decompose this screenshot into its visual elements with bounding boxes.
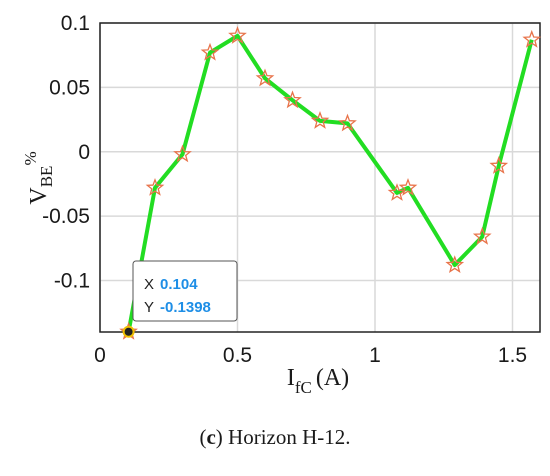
- series-line: [126, 33, 534, 333]
- caption-letter: c: [206, 425, 216, 449]
- x-axis-title: IfC (A): [287, 365, 349, 397]
- x-axis-ticks: 0 0.5 1 1.5: [94, 344, 527, 367]
- data-point: [145, 177, 165, 196]
- datatip-y-row: Y -0.1398: [144, 299, 211, 316]
- x-tick-label: 0: [94, 344, 106, 367]
- y-tick-label: 0.1: [61, 12, 90, 35]
- y-axis-title-unit: %: [21, 151, 40, 165]
- datatip-marker[interactable]: [122, 325, 135, 338]
- y-axis-title-sub: BE: [37, 166, 56, 188]
- y-tick-label: 0: [78, 141, 90, 164]
- data-point: [472, 226, 492, 245]
- data-point: [387, 183, 407, 201]
- data-point: [489, 156, 509, 174]
- x-tick-label: 1.5: [498, 344, 527, 367]
- data-point: [310, 110, 330, 129]
- datatip[interactable]: X 0.104 Y -0.1398: [132, 260, 238, 322]
- y-axis-title-main: V: [26, 187, 52, 205]
- svg-text:VBE%: VBE%: [21, 151, 56, 204]
- datatip-y-key: Y: [144, 299, 154, 316]
- x-tick-label: 0.5: [223, 344, 252, 367]
- y-tick-label: -0.1: [54, 270, 90, 293]
- data-point: [200, 42, 220, 61]
- datatip-x-key: X: [144, 276, 154, 293]
- y-axis-ticks: 0.1 0.05 0 -0.05 -0.1: [42, 12, 90, 293]
- caption-text: Horizon H-12.: [222, 425, 351, 449]
- y-tick-label: -0.05: [42, 205, 90, 228]
- x-axis-title-unit: (A): [316, 365, 349, 391]
- y-axis-title: VBE%: [21, 151, 56, 204]
- data-point: [522, 29, 542, 48]
- x-axis-title-main: I: [287, 365, 295, 391]
- x-axis-title-sub: fC: [295, 378, 312, 397]
- data-point: [338, 113, 357, 132]
- y-tick-label: 0.05: [49, 76, 90, 99]
- data-point: [255, 68, 275, 87]
- data-point: [228, 26, 247, 44]
- datatip-x-row: X 0.104: [144, 276, 198, 293]
- data-point: [445, 255, 465, 274]
- data-point: [398, 177, 418, 196]
- datatip-box: [132, 260, 238, 322]
- series-markers: [119, 26, 542, 340]
- datatip-y-value: -0.1398: [160, 299, 211, 316]
- datatip-x-value: 0.104: [160, 276, 198, 293]
- data-point: [173, 144, 192, 163]
- plot-frame: [99, 22, 541, 333]
- x-tick-label: 1: [369, 344, 381, 367]
- figure-caption: (c) Horizon H-12.: [199, 425, 351, 449]
- data-point: [283, 90, 302, 109]
